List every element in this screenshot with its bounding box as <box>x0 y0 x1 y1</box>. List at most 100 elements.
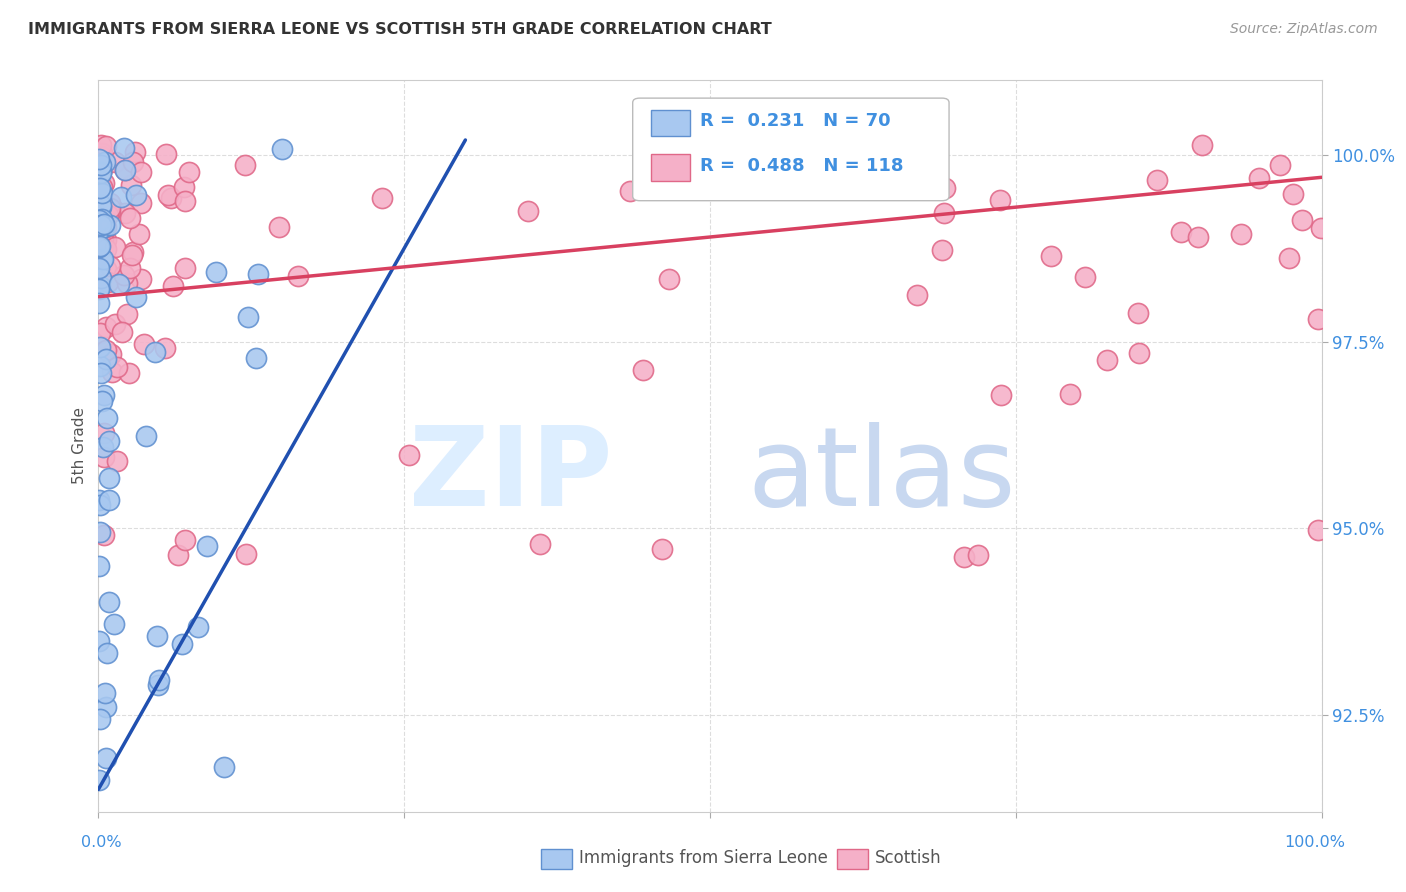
Point <box>89 558 111 573</box>
Point <box>187 620 209 634</box>
Point <box>93 176 115 190</box>
Point <box>100 218 122 232</box>
Point <box>120 178 142 192</box>
Point <box>619 184 641 198</box>
Point <box>1187 230 1209 244</box>
Point <box>1282 187 1305 202</box>
Point <box>967 548 990 562</box>
Point <box>98 434 121 448</box>
Point <box>91 226 114 240</box>
Point <box>124 145 146 159</box>
Point <box>658 272 681 286</box>
Point <box>1126 305 1149 319</box>
Point <box>270 142 292 156</box>
Point <box>91 233 114 247</box>
Point <box>90 138 112 153</box>
Point <box>990 193 1012 207</box>
Point <box>94 686 117 700</box>
Point <box>129 195 152 210</box>
Point <box>89 525 111 540</box>
Point <box>89 326 111 341</box>
Point <box>1249 170 1271 185</box>
Point <box>108 277 131 291</box>
Point <box>98 595 121 609</box>
Point <box>89 166 111 180</box>
Point <box>94 242 117 256</box>
Point <box>90 200 112 214</box>
Point <box>93 527 115 541</box>
Point <box>98 204 121 219</box>
Point <box>87 260 110 275</box>
Point <box>98 196 121 211</box>
Point <box>90 162 112 177</box>
Point <box>94 320 117 334</box>
Point <box>93 425 115 440</box>
Point <box>1095 353 1118 368</box>
Point <box>952 550 974 565</box>
Point <box>87 282 110 296</box>
Point <box>98 202 121 216</box>
Point <box>866 164 889 178</box>
Point <box>114 206 136 220</box>
Point <box>104 317 127 331</box>
Point <box>93 450 115 464</box>
Point <box>115 276 138 290</box>
Point <box>87 633 110 648</box>
Point <box>89 359 111 373</box>
Point <box>1278 251 1301 265</box>
Point <box>167 548 190 562</box>
Point <box>87 152 110 166</box>
Point <box>1039 249 1062 263</box>
Point <box>96 351 118 366</box>
Point <box>631 363 654 377</box>
Point <box>94 699 117 714</box>
Point <box>89 182 111 196</box>
Point <box>1309 221 1331 235</box>
Point <box>195 539 218 553</box>
Point <box>1191 137 1213 152</box>
Text: R =  0.488   N = 118: R = 0.488 N = 118 <box>700 157 904 175</box>
Point <box>90 218 112 232</box>
Point <box>162 278 184 293</box>
Point <box>96 751 118 765</box>
Point <box>91 252 114 267</box>
Point <box>128 227 150 241</box>
Point <box>529 537 551 551</box>
Point <box>97 276 120 290</box>
Point <box>93 219 115 234</box>
Point <box>97 209 120 223</box>
Point <box>134 336 156 351</box>
Point <box>96 410 118 425</box>
Text: Scottish: Scottish <box>875 849 941 867</box>
Point <box>103 202 125 217</box>
Point <box>98 471 121 485</box>
Point <box>90 366 112 380</box>
Point <box>114 162 136 177</box>
Point <box>863 178 886 192</box>
Point <box>91 440 114 454</box>
Point <box>89 712 111 726</box>
Text: atlas: atlas <box>747 422 1015 529</box>
Point <box>1073 269 1095 284</box>
Point <box>104 154 127 169</box>
Point <box>1059 387 1081 401</box>
Point <box>246 267 269 281</box>
Y-axis label: 5th Grade: 5th Grade <box>72 408 87 484</box>
Point <box>87 213 110 227</box>
Point <box>89 239 111 253</box>
Point <box>89 181 111 195</box>
Point <box>93 155 115 169</box>
Point <box>1146 173 1168 187</box>
Point <box>146 629 169 643</box>
Point <box>934 181 956 195</box>
Point <box>100 346 122 360</box>
Point <box>89 255 111 269</box>
Point <box>90 271 112 285</box>
Point <box>89 498 111 512</box>
Point <box>98 259 121 273</box>
Point <box>91 253 114 268</box>
Point <box>990 388 1012 402</box>
Point <box>905 288 928 302</box>
Point <box>886 161 908 175</box>
Point <box>103 616 125 631</box>
